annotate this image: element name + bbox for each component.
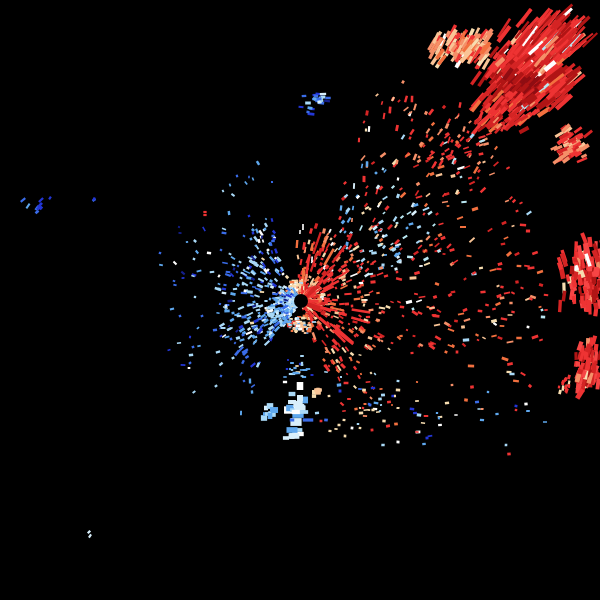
radar-display bbox=[0, 0, 600, 600]
radar-velocity-canvas bbox=[0, 0, 600, 600]
